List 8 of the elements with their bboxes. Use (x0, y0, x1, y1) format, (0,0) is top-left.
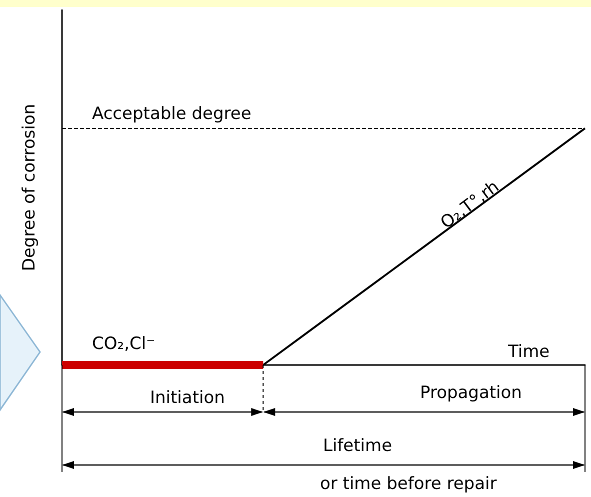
ref-line-label: Acceptable degree (92, 104, 252, 124)
y-axis-title: Degree of corrosion (20, 104, 40, 272)
text: Lifetime (323, 436, 392, 456)
text: or time before repair (320, 474, 497, 494)
x-axis-title: Time (507, 342, 550, 362)
text: Propagation (420, 383, 522, 403)
text: Initiation (150, 388, 225, 408)
annotation: CO₂,Cl⁻ (92, 334, 156, 354)
